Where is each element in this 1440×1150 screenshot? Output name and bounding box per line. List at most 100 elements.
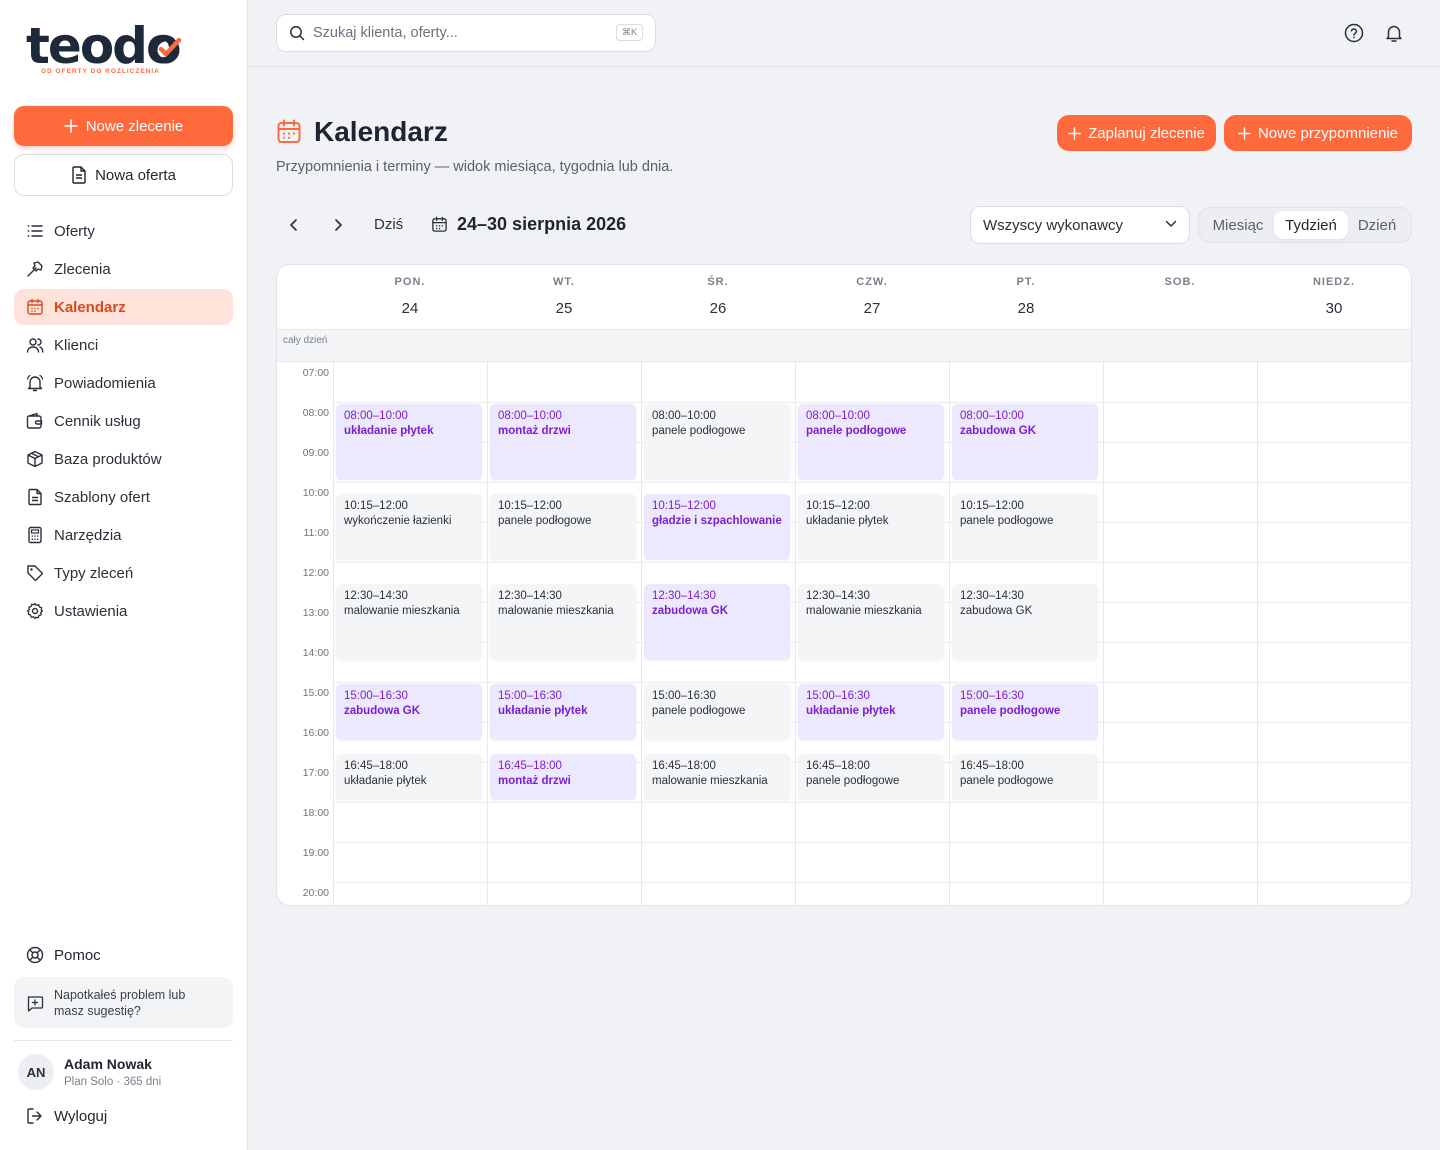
day-header[interactable]: SOB.29 [1103, 265, 1257, 329]
time-label: 11:00 [303, 527, 330, 539]
bell-icon[interactable] [1383, 22, 1405, 44]
file-icon [28, 488, 42, 506]
logout-button[interactable]: Wyloguj [26, 1107, 107, 1125]
users-icon [26, 338, 44, 353]
sidebar-item-oferty[interactable]: Oferty [14, 213, 233, 249]
calendar-event[interactable]: 10:15–12:00 układanie płytek [798, 494, 944, 560]
next-week-button[interactable] [327, 214, 349, 236]
new-order-button[interactable]: Nowe zlecenie [14, 106, 233, 146]
calendar-event[interactable]: 15:00–16:30 panele podłogowe [644, 684, 790, 740]
calendar-event[interactable]: 16:45–18:00 panele podłogowe [952, 754, 1098, 800]
day-header[interactable]: WT. 25 [487, 265, 641, 329]
event-title: układanie płytek [498, 705, 588, 717]
event-time: 10:15–12:00 [498, 500, 562, 512]
day-header[interactable]: NIEDZ. 30 [1257, 265, 1411, 329]
prev-week-button[interactable] [283, 214, 305, 236]
calendar-event[interactable]: 08:00–10:00 montaż drzwi [490, 404, 636, 480]
sidebar-item-label: Powiadomienia [54, 374, 156, 392]
logo[interactable]: teodo OD OFERTY DO ROZLICZENIA [26, 20, 186, 80]
sidebar-item-ustawienia[interactable]: Ustawienia [14, 593, 233, 629]
message-plus-icon [27, 995, 44, 1012]
calendar-event[interactable]: 08:00–10:00 panele podłogowe [644, 404, 790, 480]
view-week-tab[interactable]: Tydzień [1274, 211, 1348, 239]
calendar-event[interactable]: 10:15–12:00 gładzie i szpachlowanie [644, 494, 790, 560]
event-time: 15:00–16:30 [498, 690, 562, 702]
sidebar-item-narzedzia[interactable]: Narzędzia [14, 517, 233, 553]
calendar-event[interactable]: 10:15–12:00 panele podłogowe [490, 494, 636, 560]
calendar-event[interactable]: 16:45–18:00 malowanie mieszkania [644, 754, 790, 800]
plan-order-label: Zaplanuj zlecenie [1088, 124, 1205, 142]
sidebar-item-label: Klienci [54, 336, 99, 354]
calendar-event[interactable]: 12:30–14:30 malowanie mieszkania [798, 584, 944, 660]
help-circle-icon[interactable] [1343, 22, 1365, 44]
new-reminder-button[interactable]: Nowe przypomnienie [1224, 115, 1412, 151]
hour-line [333, 562, 1411, 563]
hour-line [333, 402, 1411, 403]
sidebar-item-kalendarz[interactable]: Kalendarz [14, 289, 233, 325]
day-header[interactable]: ŚR. 26 [641, 265, 795, 329]
event-title: panele podłogowe [960, 775, 1054, 787]
day-column-divider [795, 362, 796, 905]
calendar-event[interactable]: 15:00–16:30 zabudowa GK [336, 684, 482, 740]
plus-icon [63, 119, 78, 133]
calendar-event[interactable]: 10:15–12:00 panele podłogowe [952, 494, 1098, 560]
chevron-left-icon [290, 219, 297, 231]
event-time: 08:00–10:00 [498, 410, 562, 422]
event-title: panele podłogowe [652, 425, 746, 437]
calendar-event[interactable]: 12:30–14:30 malowanie mieszkania [490, 584, 636, 660]
help-link[interactable]: Pomoc [26, 946, 101, 964]
day-number: 28 [1017, 300, 1035, 317]
sidebar-item-typy-zlecen[interactable]: Typy zleceń [14, 555, 233, 591]
assignee-select[interactable]: Wszyscy wykonawcy [970, 206, 1190, 244]
sidebar-item-powiadomienia[interactable]: Powiadomienia [14, 365, 233, 401]
calendar-event[interactable]: 15:00–16:30 panele podłogowe [952, 684, 1098, 740]
sidebar-item-szablony-ofert[interactable]: Szablony ofert [14, 479, 233, 515]
calendar-event[interactable]: 15:00–16:30 układanie płytek [798, 684, 944, 740]
event-title: malowanie mieszkania [344, 605, 460, 617]
time-label: 12:00 [302, 567, 329, 579]
event-time: 16:45–18:00 [806, 760, 870, 772]
sidebar-item-zlecenia[interactable]: Zlecenia [14, 251, 233, 287]
view-day-tab[interactable]: Dzień [1357, 216, 1397, 234]
plan-order-button[interactable]: Zaplanuj zlecenie [1057, 115, 1216, 151]
view-month-tab[interactable]: Miesiąc [1212, 216, 1264, 234]
time-grid[interactable]: 07:00 08:00 09:00 10:00 11:00 12:00 13:00 14:00… [277, 362, 1411, 905]
calendar-event[interactable]: 10:15–12:00 wykończenie łazienki [336, 494, 482, 560]
calendar-event[interactable]: 12:30–14:30 malowanie mieszkania [336, 584, 482, 660]
sidebar-item-label: Baza produktów [54, 450, 162, 468]
time-label: 13:00 [302, 607, 329, 619]
calendar-event[interactable]: 12:30–14:30 zabudowa GK [644, 584, 790, 660]
calendar-event[interactable]: 08:00–10:00 układanie płytek [336, 404, 482, 480]
today-button[interactable]: Dziś [374, 216, 404, 233]
day-header[interactable]: CZW. 27 [795, 265, 949, 329]
event-time: 08:00–10:00 [344, 410, 408, 422]
sidebar-item-baza-produktow[interactable]: Baza produktów [14, 441, 233, 477]
new-offer-button[interactable]: Nowa oferta [14, 154, 233, 196]
plus-icon [1068, 126, 1081, 140]
calendar-event[interactable]: 15:00–16:30 układanie płytek [490, 684, 636, 740]
calendar-event[interactable]: 16:45–18:00 układanie płytek [336, 754, 482, 800]
calendar-event[interactable]: 08:00–10:00 zabudowa GK [952, 404, 1098, 480]
sidebar-divider [14, 1040, 233, 1041]
day-header[interactable]: PON. 24 [333, 265, 487, 329]
all-day-row[interactable]: cały dzień [277, 329, 1411, 362]
calendar-event[interactable]: 16:45–18:00 panele podłogowe [798, 754, 944, 800]
sidebar-item-cennik-uslug[interactable]: Cennik usług [14, 403, 233, 439]
event-title: układanie płytek [344, 775, 427, 787]
hour-line [333, 882, 1411, 883]
calendar-event[interactable]: 16:45–18:00 montaż drzwi [490, 754, 636, 800]
sidebar-item-klienci[interactable]: Klienci [14, 327, 233, 363]
event-time: 08:00–10:00 [806, 410, 870, 422]
search-input[interactable]: Szukaj klienta, oferty... ⌘K [276, 14, 656, 52]
day-number: 27 [863, 300, 881, 317]
calendar-event[interactable]: 12:30–14:30 zabudowa GK [952, 584, 1098, 660]
calendar-event[interactable]: 08:00–10:00 panele podłogowe [798, 404, 944, 480]
feedback-button[interactable]: Napotkałeś problem lub masz sugestię? [14, 977, 233, 1028]
wallet-icon [26, 412, 43, 429]
time-label: 15:00 [302, 687, 329, 699]
day-header[interactable]: PT. 28 [949, 265, 1103, 329]
event-title: malowanie mieszkania [652, 775, 768, 787]
user-card[interactable]: AN Adam Nowak Plan Solo · 365 dni [18, 1054, 161, 1090]
chevron-right-icon [335, 219, 342, 231]
gear-icon [26, 602, 44, 620]
